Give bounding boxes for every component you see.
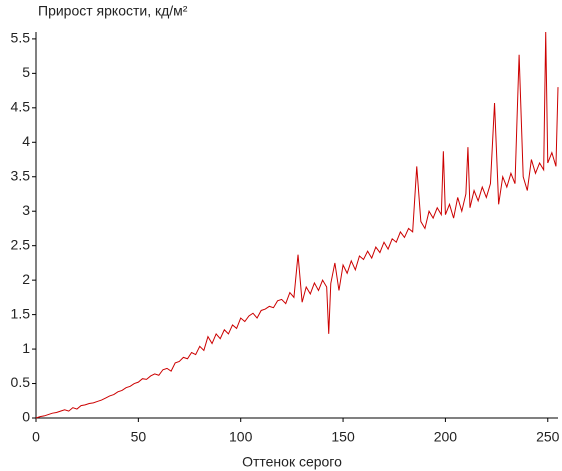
y-tick-label: 2 — [22, 271, 30, 287]
x-tick-label: 0 — [32, 429, 40, 445]
y-tick-label: 1 — [22, 340, 30, 356]
y-tick-label: 3.5 — [11, 167, 31, 183]
y-tick-label: 4 — [22, 133, 30, 149]
y-tick-label: 0 — [22, 409, 30, 425]
y-tick-label: 1.5 — [11, 305, 31, 321]
y-tick-label: 4.5 — [11, 99, 31, 115]
chart-title: Прирост яркости, кд/м² — [38, 3, 188, 19]
y-tick-label: 5 — [22, 64, 30, 80]
y-tick-label: 3 — [22, 202, 30, 218]
y-tick-label: 2.5 — [11, 236, 31, 252]
x-tick-label: 50 — [131, 429, 147, 445]
x-axis-label: Оттенок серого — [242, 454, 342, 470]
y-tick-label: 5.5 — [11, 30, 31, 46]
x-tick-label: 150 — [331, 429, 355, 445]
x-tick-label: 250 — [536, 429, 560, 445]
x-tick-label: 100 — [229, 429, 253, 445]
y-tick-label: 0.5 — [11, 374, 31, 390]
data-line — [35, 31, 559, 419]
x-tick-label: 200 — [434, 429, 458, 445]
